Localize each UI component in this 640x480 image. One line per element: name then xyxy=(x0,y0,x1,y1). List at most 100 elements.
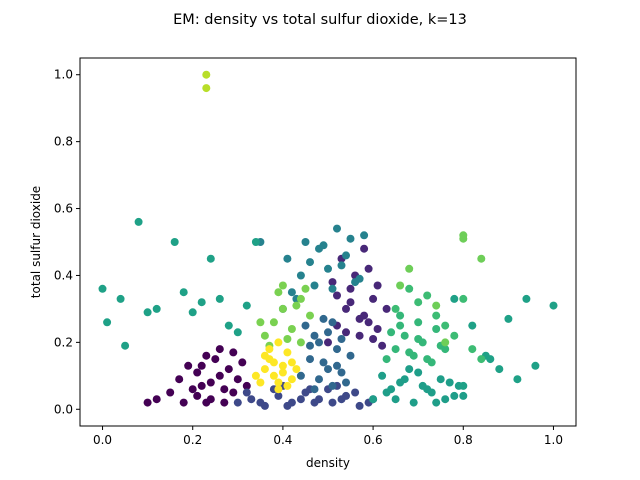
data-point xyxy=(328,284,337,293)
data-point xyxy=(306,341,314,350)
data-point xyxy=(175,375,184,384)
data-point xyxy=(283,401,292,410)
data-point xyxy=(423,355,432,364)
data-point xyxy=(260,351,269,360)
data-point xyxy=(220,385,229,394)
data-point xyxy=(283,381,292,390)
data-point xyxy=(513,375,522,384)
data-point xyxy=(382,304,391,313)
data-point xyxy=(121,341,130,350)
data-point xyxy=(206,378,215,387)
plot-frame xyxy=(79,57,577,427)
x-tick-label: 1.0 xyxy=(544,433,563,447)
data-point xyxy=(414,318,423,327)
x-axis: 0.0 0.2 0.4 0.6 0.8 1.0 xyxy=(93,426,563,447)
data-point xyxy=(296,395,305,404)
data-point xyxy=(333,345,341,354)
data-point xyxy=(396,311,405,320)
data-point xyxy=(324,328,332,337)
data-point xyxy=(224,365,233,374)
data-point xyxy=(405,284,414,293)
data-point xyxy=(423,291,432,300)
data-point xyxy=(432,301,441,310)
y-tick-label: 1.0 xyxy=(54,68,73,82)
data-point xyxy=(342,378,350,387)
data-point xyxy=(427,388,436,397)
data-point xyxy=(287,325,296,333)
data-point xyxy=(269,358,278,367)
data-point xyxy=(400,375,409,384)
data-point xyxy=(346,234,355,243)
x-tick-label: 0.2 xyxy=(183,433,202,447)
data-point xyxy=(432,325,441,333)
data-point xyxy=(301,321,310,330)
x-axis-label: density xyxy=(306,456,350,470)
data-point xyxy=(274,288,283,297)
data-point xyxy=(441,338,450,347)
data-point xyxy=(369,335,378,343)
data-point xyxy=(287,375,296,384)
data-point xyxy=(143,308,152,317)
data-point xyxy=(396,281,405,290)
data-point xyxy=(409,398,418,407)
data-point xyxy=(247,395,256,404)
data-point xyxy=(486,355,495,364)
data-point xyxy=(310,398,319,407)
data-point xyxy=(495,365,504,374)
data-point xyxy=(387,385,396,394)
data-point xyxy=(315,375,323,384)
data-point xyxy=(405,348,414,357)
data-point xyxy=(405,264,414,273)
data-point xyxy=(355,274,364,283)
data-point xyxy=(202,351,211,360)
data-point xyxy=(342,251,350,260)
data-point xyxy=(193,368,202,377)
data-point xyxy=(319,241,328,250)
data-point xyxy=(355,401,364,410)
data-point xyxy=(278,368,287,377)
x-tick-label: 0.8 xyxy=(454,433,473,447)
data-point xyxy=(346,284,355,293)
y-tick-label: 0.4 xyxy=(54,268,73,282)
data-point xyxy=(351,388,360,397)
data-point xyxy=(269,318,278,327)
data-point xyxy=(337,368,346,377)
data-point xyxy=(468,321,477,330)
data-point xyxy=(292,301,301,310)
data-point xyxy=(202,84,211,93)
data-point xyxy=(400,331,409,340)
data-point xyxy=(301,238,310,246)
data-point xyxy=(260,365,269,374)
data-point xyxy=(450,331,459,340)
data-point xyxy=(197,298,206,307)
data-point xyxy=(328,278,337,287)
data-point xyxy=(459,294,468,303)
data-point xyxy=(459,381,468,390)
data-point xyxy=(283,348,292,357)
data-point xyxy=(152,395,161,404)
data-point xyxy=(441,395,450,404)
data-point xyxy=(197,381,206,390)
data-point xyxy=(287,288,296,297)
data-point xyxy=(436,375,445,384)
data-point xyxy=(382,355,391,364)
data-point xyxy=(238,358,247,367)
data-point xyxy=(310,331,319,340)
data-point xyxy=(396,321,405,330)
data-point xyxy=(337,335,346,343)
data-point xyxy=(319,314,328,323)
data-point xyxy=(310,385,319,394)
data-point xyxy=(215,345,224,354)
data-point xyxy=(306,311,314,320)
data-point xyxy=(364,318,373,327)
data-point xyxy=(531,361,540,370)
data-point xyxy=(251,238,260,246)
data-point xyxy=(256,318,265,327)
data-point xyxy=(229,348,238,357)
data-point xyxy=(283,254,292,263)
data-point xyxy=(278,361,287,370)
y-tick-label: 0.0 xyxy=(54,402,73,416)
data-point xyxy=(328,398,337,407)
data-point xyxy=(292,365,301,374)
